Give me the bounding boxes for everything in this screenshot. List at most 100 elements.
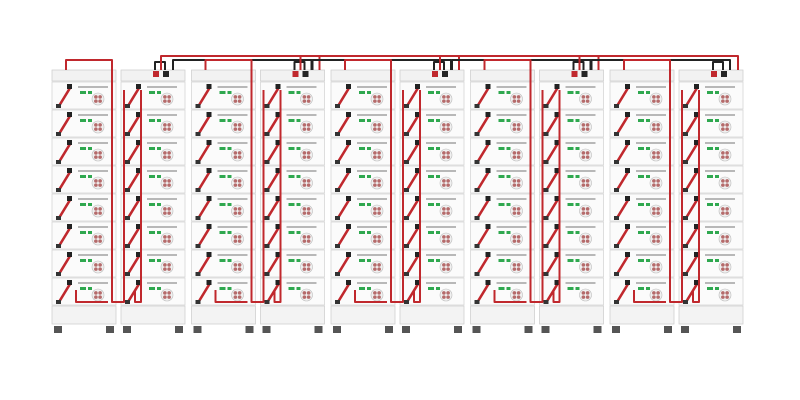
base xyxy=(678,305,744,325)
bottom-cable xyxy=(552,90,561,303)
module-label xyxy=(636,254,666,256)
fan-blade xyxy=(512,207,517,211)
fan-blade xyxy=(237,291,242,295)
fan-blade xyxy=(656,123,660,127)
connector xyxy=(67,252,72,257)
battery-stack xyxy=(120,69,186,333)
module-label xyxy=(565,226,596,228)
fan-blade xyxy=(652,239,656,243)
bottom-cable xyxy=(134,90,142,303)
fan-blade xyxy=(233,263,238,267)
fan-blade xyxy=(581,127,586,131)
module-cable xyxy=(57,142,72,164)
module-cable xyxy=(684,114,699,136)
fan xyxy=(370,176,384,190)
fan-blade xyxy=(442,235,446,239)
fan-blade xyxy=(442,95,446,99)
connector xyxy=(275,84,281,89)
fan-blade xyxy=(512,155,517,159)
connector xyxy=(543,132,549,136)
connector xyxy=(485,280,491,285)
fan-blade xyxy=(94,95,98,99)
fan-blade xyxy=(652,211,656,215)
fan xyxy=(370,288,384,302)
fan-blade xyxy=(237,235,242,239)
connector xyxy=(683,188,688,192)
connector xyxy=(67,196,72,201)
module-led xyxy=(227,91,232,94)
module-led xyxy=(219,119,226,122)
module-cable xyxy=(476,282,490,304)
fan-blade xyxy=(373,263,377,267)
fan-blade xyxy=(377,207,381,211)
fan-blade xyxy=(302,295,307,299)
connector xyxy=(206,112,212,117)
fan-blade xyxy=(442,263,446,267)
module-led xyxy=(436,175,440,178)
foot xyxy=(106,326,114,333)
terminal xyxy=(292,71,299,77)
module-led xyxy=(567,231,574,234)
fan-blade xyxy=(442,99,446,103)
module-led xyxy=(227,119,232,122)
connector xyxy=(125,160,130,164)
module-led xyxy=(707,147,713,150)
foot xyxy=(681,326,689,333)
fan-blade xyxy=(94,211,98,215)
base xyxy=(399,305,465,325)
bottom-cable xyxy=(413,90,421,303)
fan-blade xyxy=(98,183,102,187)
foot xyxy=(123,326,131,333)
fan xyxy=(510,232,523,246)
module-cable xyxy=(266,254,280,276)
connector xyxy=(625,280,630,285)
module-led xyxy=(367,287,371,290)
fan-blade xyxy=(98,211,102,215)
fan-blade xyxy=(516,179,521,183)
connector xyxy=(56,216,61,220)
module-label xyxy=(147,114,177,116)
fan-blade xyxy=(725,239,729,243)
fan-blade xyxy=(516,123,521,127)
fan xyxy=(91,92,105,106)
connector xyxy=(554,140,560,145)
fan-blade xyxy=(725,291,729,295)
connector xyxy=(264,244,270,248)
connector xyxy=(543,104,549,108)
fan-blade xyxy=(377,95,381,99)
module-cable xyxy=(197,282,211,304)
connector xyxy=(694,140,699,145)
module-label xyxy=(78,226,108,228)
fan-blade xyxy=(585,123,590,127)
fan-blade xyxy=(721,127,725,131)
module-led xyxy=(506,147,511,150)
connector xyxy=(415,140,420,145)
fan-blade xyxy=(94,291,98,295)
module-cable xyxy=(684,170,699,192)
fan-blade xyxy=(377,295,381,299)
module-led xyxy=(646,259,650,262)
module-label xyxy=(286,142,317,144)
module-label xyxy=(217,170,248,172)
fan-blade xyxy=(302,267,307,271)
module-cable xyxy=(405,170,420,192)
return-cable xyxy=(65,59,125,303)
module-led xyxy=(436,203,440,206)
connector xyxy=(206,84,212,89)
fan-blade xyxy=(94,123,98,127)
fan-blade xyxy=(233,211,238,215)
connector xyxy=(264,132,270,136)
module-cable xyxy=(405,114,420,136)
module-led xyxy=(149,203,155,206)
module-cable xyxy=(266,198,280,220)
connector xyxy=(136,140,141,145)
module-led xyxy=(436,91,440,94)
module-led xyxy=(359,91,365,94)
connector xyxy=(346,168,351,173)
connector xyxy=(264,188,270,192)
fan-blade xyxy=(98,267,102,271)
module-cable xyxy=(684,282,699,304)
top-cable xyxy=(712,61,724,70)
fan-blade xyxy=(94,127,98,131)
fan xyxy=(510,148,523,162)
